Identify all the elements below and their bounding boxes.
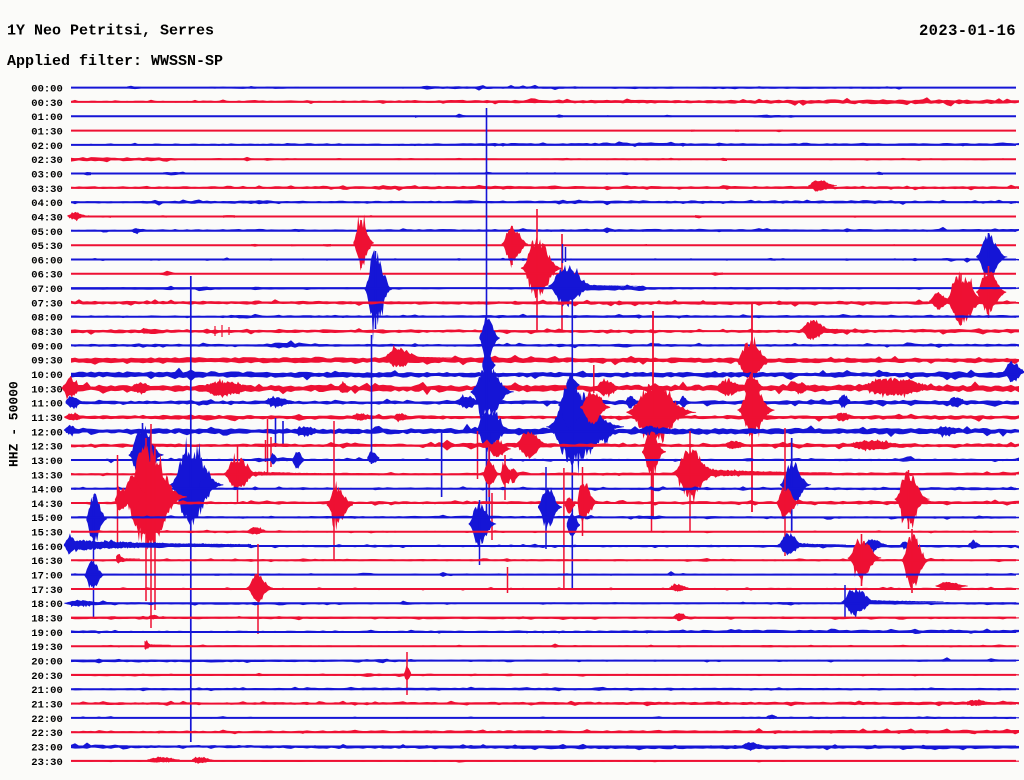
svg-text:12:00: 12:00 [31,427,63,439]
svg-text:1Y Neo Petritsi, Serres: 1Y Neo Petritsi, Serres [7,23,214,40]
svg-text:23:30: 23:30 [31,757,63,769]
svg-text:21:30: 21:30 [31,700,63,712]
svg-text:07:30: 07:30 [31,298,63,310]
svg-text:10:30: 10:30 [31,384,63,396]
svg-text:00:00: 00:00 [31,84,63,96]
svg-text:15:30: 15:30 [31,528,63,540]
svg-text:14:00: 14:00 [31,485,63,497]
svg-text:04:30: 04:30 [31,212,63,224]
svg-text:02:00: 02:00 [31,141,63,153]
svg-text:08:00: 08:00 [31,313,63,325]
svg-text:10:00: 10:00 [31,370,63,382]
svg-text:05:30: 05:30 [31,241,63,253]
svg-text:22:00: 22:00 [31,714,63,726]
svg-text:19:00: 19:00 [31,628,63,640]
svg-text:2023-01-16: 2023-01-16 [919,22,1016,40]
svg-text:04:00: 04:00 [31,198,63,210]
svg-text:18:00: 18:00 [31,599,63,611]
svg-text:11:30: 11:30 [31,413,63,425]
svg-text:19:30: 19:30 [31,642,63,654]
svg-text:05:00: 05:00 [31,227,63,239]
svg-text:09:30: 09:30 [31,356,63,368]
svg-text:20:30: 20:30 [31,671,63,683]
svg-text:01:30: 01:30 [31,127,63,139]
svg-text:11:00: 11:00 [31,399,63,411]
svg-text:14:30: 14:30 [31,499,63,511]
svg-text:22:30: 22:30 [31,728,63,740]
svg-text:17:30: 17:30 [31,585,63,597]
svg-text:03:30: 03:30 [31,184,63,196]
svg-text:06:00: 06:00 [31,255,63,267]
svg-text:HHZ - 50000: HHZ - 50000 [7,381,22,467]
svg-text:07:00: 07:00 [31,284,63,296]
svg-text:18:30: 18:30 [31,614,63,626]
svg-text:01:00: 01:00 [31,112,63,124]
svg-text:13:00: 13:00 [31,456,63,468]
svg-text:16:30: 16:30 [31,556,63,568]
svg-text:09:00: 09:00 [31,341,63,353]
svg-text:21:00: 21:00 [31,685,63,697]
svg-text:23:00: 23:00 [31,742,63,754]
svg-text:02:30: 02:30 [31,155,63,167]
svg-text:06:30: 06:30 [31,270,63,282]
svg-text:03:00: 03:00 [31,169,63,181]
svg-text:08:30: 08:30 [31,327,63,339]
svg-text:15:00: 15:00 [31,513,63,525]
svg-text:00:30: 00:30 [31,98,63,110]
svg-text:16:00: 16:00 [31,542,63,554]
svg-text:12:30: 12:30 [31,442,63,454]
svg-text:20:00: 20:00 [31,657,63,669]
svg-text:Applied filter: WWSSN-SP: Applied filter: WWSSN-SP [7,53,223,70]
svg-text:13:30: 13:30 [31,470,63,482]
svg-text:17:00: 17:00 [31,571,63,583]
